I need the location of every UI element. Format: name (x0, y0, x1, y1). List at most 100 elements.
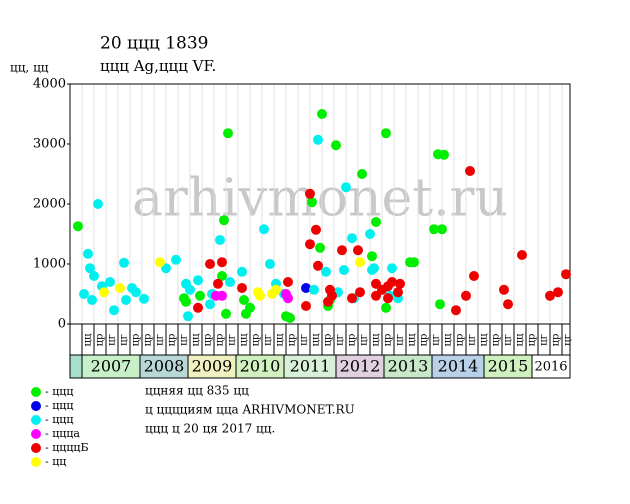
point (217, 271, 227, 281)
point (365, 229, 375, 239)
x-tick-label: цц (275, 333, 286, 346)
point (171, 254, 181, 265)
x-tick-label: цц (371, 333, 382, 346)
point (317, 109, 327, 119)
point (305, 239, 315, 250)
x-tick-label: цг (227, 334, 238, 346)
x-tick-label: цц (83, 333, 94, 346)
point (239, 295, 249, 305)
legend-swatch (31, 401, 41, 411)
year-label: 2015 (488, 357, 529, 376)
point (119, 257, 129, 268)
point (315, 242, 325, 253)
x-tick-label: цр (323, 334, 334, 347)
point (503, 299, 513, 310)
legend-label: - ццц (45, 413, 73, 426)
point (155, 257, 165, 268)
point (387, 263, 397, 274)
point (469, 271, 479, 281)
point (255, 290, 265, 301)
x-tick-label: цц (191, 333, 202, 346)
point (561, 269, 571, 280)
legend-label: - ццццБ (45, 441, 89, 454)
point (281, 289, 291, 299)
point (307, 197, 317, 208)
point (115, 283, 125, 293)
x-tick-label: цг (299, 334, 310, 346)
x-tick-label: цц (515, 333, 526, 346)
legend-swatch (31, 415, 41, 425)
point (79, 289, 89, 299)
x-tick-label: цр (251, 334, 262, 347)
point (237, 283, 247, 293)
year-label: 2012 (340, 357, 381, 376)
x-tick-label: цг (119, 334, 130, 346)
point (409, 257, 419, 268)
x-tick-label: цр (347, 334, 358, 347)
point (311, 224, 321, 235)
point (331, 140, 341, 151)
chart-title: 20 ццц 1839 (100, 34, 209, 54)
point (367, 251, 377, 262)
x-tick-label: цр (215, 334, 226, 347)
y-axis-label: цц, цц (10, 61, 49, 75)
legend-label: - ццца (45, 427, 80, 440)
x-tick-label: цг (335, 334, 346, 346)
point (245, 302, 255, 313)
point (105, 277, 115, 287)
point (225, 277, 235, 287)
point (183, 311, 193, 322)
point (265, 259, 275, 269)
point (193, 302, 203, 313)
point (313, 134, 323, 145)
x-tick-label: цр (95, 334, 106, 347)
point (393, 287, 403, 298)
point (131, 287, 141, 298)
point (437, 224, 447, 235)
x-tick-label: цг (155, 334, 166, 346)
axis-table (69, 323, 571, 379)
point (217, 257, 227, 268)
x-tick-label: цц (407, 333, 418, 346)
point (313, 260, 323, 271)
point (355, 287, 365, 298)
point (271, 284, 281, 295)
x-tick-label: цг (563, 334, 574, 346)
point (465, 166, 475, 176)
point (381, 302, 391, 313)
x-tick-label: цц (311, 333, 322, 346)
point (121, 295, 131, 305)
point (285, 313, 295, 323)
point (499, 284, 509, 295)
year-label: 2009 (192, 357, 233, 376)
x-tick-label: цг (263, 334, 274, 346)
x-tick-label: цг (395, 334, 406, 346)
point (205, 259, 215, 269)
watermark: arhivmonet.ru (132, 169, 508, 229)
point (435, 299, 445, 310)
x-tick-label: цр (527, 334, 538, 347)
y-tick-label: 3000 (33, 137, 66, 152)
year-label: 2016 (534, 360, 567, 375)
point (353, 245, 363, 256)
point (301, 301, 311, 311)
chart-subtitle: ццц Ag,ццц VF. (100, 57, 216, 75)
point (355, 257, 365, 268)
x-tick-label: цг (107, 334, 118, 346)
point (283, 277, 293, 287)
legend-label: - ццц (45, 399, 73, 412)
x-tick-label: цг (179, 334, 190, 346)
x-tick-label: цг (539, 334, 550, 346)
legend-label: - ццц (45, 385, 73, 398)
point (83, 248, 93, 259)
point (99, 287, 109, 298)
x-tick-label: цр (383, 334, 394, 347)
point (387, 277, 397, 287)
point (179, 293, 189, 304)
point (395, 278, 405, 289)
point (367, 265, 377, 275)
point (339, 265, 349, 275)
point (221, 308, 231, 319)
